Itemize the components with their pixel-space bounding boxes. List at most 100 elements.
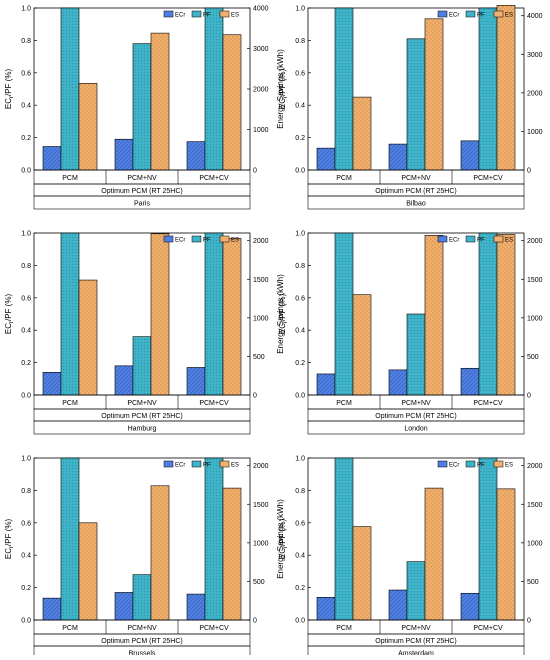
left-tick-label: 0.6 xyxy=(295,295,305,302)
left-tick-label: 0.6 xyxy=(295,520,305,527)
legend-label-es: ES xyxy=(231,13,239,19)
left-tick-label: 0.6 xyxy=(21,520,31,527)
legend-swatch-es xyxy=(219,10,230,18)
y-axis-label-left: ECr/PF (%) xyxy=(4,519,15,560)
right-tick-label: 4000 xyxy=(253,6,269,13)
right-tick-label: 0 xyxy=(253,393,257,400)
left-tick-label: 0.2 xyxy=(21,585,31,592)
bar-ecr-pcm-cv xyxy=(186,593,206,621)
left-tick-label: 0.6 xyxy=(21,295,31,302)
bar-pf-pcm-nv xyxy=(406,313,426,396)
left-tick-label: 0.0 xyxy=(21,618,31,625)
left-tick-label: 0.8 xyxy=(295,263,305,270)
right-tick-label: 2000 xyxy=(527,90,543,97)
bar-es-pcm-cv xyxy=(496,488,516,621)
category-label: PCM+CV xyxy=(473,175,503,182)
bar-es-pcm-cv xyxy=(496,234,516,396)
chart-panel-paris: 0.0 0.2 0.4 0.6 0.8 1.0 0 1000 2000 3000 4000 ECr/P… xyxy=(4,6,285,210)
y-axis-label-right: Energy Savings (kWh) xyxy=(276,274,285,354)
city-label: Hamburg xyxy=(128,426,157,433)
legend-swatch-es xyxy=(493,10,504,18)
right-tick-label: 500 xyxy=(253,354,265,361)
bar-ecr-pcm xyxy=(316,373,336,396)
left-tick-label: 0.2 xyxy=(21,360,31,367)
bar-pf-pcm xyxy=(334,232,354,396)
bar-es-pcm-nv xyxy=(150,32,170,171)
legend-swatch-es xyxy=(493,235,504,243)
right-tick-label: 1000 xyxy=(527,315,543,322)
city-row xyxy=(307,195,525,210)
bar-es-pcm-cv xyxy=(222,238,242,396)
legend-swatch-ecr xyxy=(437,460,448,468)
y-axis-label-left: ECr/PF (%) xyxy=(278,294,289,335)
legend-swatch-ecr xyxy=(163,460,174,468)
left-tick-label: 0.0 xyxy=(295,393,305,400)
left-tick-label: 1.0 xyxy=(21,6,31,13)
right-tick-label: 2000 xyxy=(253,238,269,245)
right-tick-label: 500 xyxy=(253,579,265,586)
legend-label-ecr: ECr xyxy=(175,463,185,469)
left-tick-label: 0.8 xyxy=(295,38,305,45)
y-axis-label-right: Energy Savings (kWh) xyxy=(276,499,285,579)
left-tick-label: 0.4 xyxy=(21,103,31,110)
legend-swatch-pf xyxy=(191,10,202,18)
category-label: PCM+CV xyxy=(199,175,229,182)
bar-pf-pcm-cv xyxy=(204,232,224,396)
y-axis-label-right: Energy Savings (kWh) xyxy=(276,49,285,129)
city-label: Paris xyxy=(134,201,150,208)
legend-swatch-ecr xyxy=(163,235,174,243)
category-label: PCM xyxy=(336,400,352,407)
category-label: PCM xyxy=(62,175,78,182)
bar-ecr-pcm xyxy=(316,147,336,171)
left-tick-label: 0.8 xyxy=(21,488,31,495)
chart-panel-bilbao: 0.0 0.2 0.4 0.6 0.8 1.0 0 1000 2000 3000 4000 ECr/P… xyxy=(278,5,543,210)
right-tick-label: 1500 xyxy=(527,502,543,509)
right-tick-label: 0 xyxy=(527,618,531,625)
legend-label-pf: PF xyxy=(203,238,211,244)
group-label: Optimum PCM (RT 25HC) xyxy=(101,638,182,645)
bar-es-pcm-cv xyxy=(222,487,242,621)
bar-ecr-pcm-nv xyxy=(388,589,408,621)
legend-label-ecr: ECr xyxy=(175,13,185,19)
bar-ecr-pcm xyxy=(316,597,336,621)
category-label: PCM xyxy=(62,400,78,407)
right-tick-label: 2000 xyxy=(253,463,269,470)
right-tick-label: 1000 xyxy=(527,129,543,136)
right-tick-label: 1000 xyxy=(253,540,269,547)
left-tick-label: 0.8 xyxy=(21,263,31,270)
legend-swatch-pf xyxy=(191,235,202,243)
bar-ecr-pcm xyxy=(42,597,62,621)
bar-pf-pcm-cv xyxy=(204,457,224,621)
bar-es-pcm xyxy=(352,96,372,171)
legend-label-es: ES xyxy=(505,13,513,19)
bar-es-pcm-cv xyxy=(496,5,516,171)
legend-label-es: ES xyxy=(505,238,513,244)
chart-panel-hamburg: 0.0 0.2 0.4 0.6 0.8 1.0 0 500 1000 1500 2000 ECr/PF… xyxy=(4,231,285,435)
right-tick-label: 3000 xyxy=(253,46,269,53)
left-tick-label: 0.0 xyxy=(21,168,31,175)
category-label: PCM+NV xyxy=(127,175,157,182)
category-label: PCM xyxy=(336,175,352,182)
category-label: PCM+CV xyxy=(199,625,229,632)
bar-ecr-pcm xyxy=(42,372,62,396)
category-label: PCM+CV xyxy=(473,625,503,632)
legend-swatch-ecr xyxy=(163,10,174,18)
right-tick-label: 1500 xyxy=(527,277,543,284)
left-tick-label: 0.8 xyxy=(295,488,305,495)
legend-swatch-pf xyxy=(465,10,476,18)
left-tick-label: 0.4 xyxy=(21,553,31,560)
city-label: Bilbao xyxy=(406,201,426,208)
bar-ecr-pcm-cv xyxy=(460,592,480,621)
bar-ecr-pcm-cv xyxy=(186,367,206,396)
bar-pf-pcm xyxy=(334,457,354,621)
bar-ecr-pcm-nv xyxy=(388,143,408,171)
bar-ecr-pcm xyxy=(42,146,62,171)
right-tick-label: 500 xyxy=(527,354,539,361)
city-row xyxy=(33,195,251,210)
right-tick-label: 1000 xyxy=(253,127,269,134)
left-tick-label: 0.2 xyxy=(21,135,31,142)
chart-panel-london: 0.0 0.2 0.4 0.6 0.8 1.0 0 500 1000 1500 2000 ECr/PF… xyxy=(278,231,543,435)
bar-ecr-pcm-cv xyxy=(460,140,480,171)
city-label: Brussels xyxy=(129,651,156,656)
